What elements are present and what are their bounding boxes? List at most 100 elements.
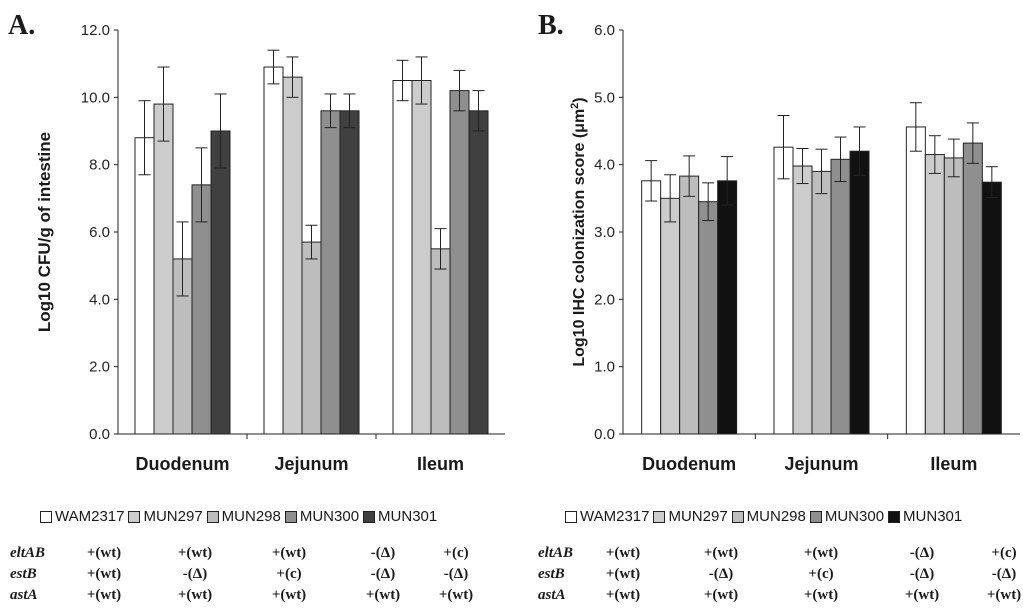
legend-item: MUN297 — [128, 508, 203, 525]
gene-row: astA +(wt) +(wt) +(wt) +(wt) +(wt) — [538, 587, 1023, 608]
bar-b-MUN300 — [962, 142, 983, 435]
y-tick-label-b: 1.0 — [594, 359, 615, 376]
gene-cell: +(wt) — [438, 587, 474, 603]
bar-a-MUN301 — [468, 110, 489, 435]
bar-b-WAM2317 — [905, 126, 926, 435]
legend-swatch — [653, 510, 666, 523]
bar-a-MUN297 — [282, 76, 303, 435]
gene-cell: +(wt) — [86, 587, 122, 603]
gene-cell: +(wt) — [986, 587, 1022, 603]
y-tick-label-b: 6.0 — [594, 22, 615, 39]
legend-swatch — [888, 510, 901, 523]
bar-b-MUN298 — [811, 170, 832, 435]
category-label-b: Jejunum — [784, 454, 858, 474]
bar-a-MUN297 — [153, 103, 174, 435]
legend-label: MUN301 — [903, 508, 963, 525]
legend-item: MUN298 — [206, 508, 281, 525]
gene-row: estB +(wt) -(Δ) +(c) -(Δ) -(Δ) — [10, 566, 510, 587]
bar-b-MUN297 — [660, 197, 681, 435]
bar-b-MUN301 — [849, 150, 870, 435]
bar-a-WAM2317 — [134, 137, 155, 435]
gene-cell: +(wt) — [271, 545, 307, 561]
panel-b-label: B. — [538, 10, 564, 41]
y-tick-label-a: 2.0 — [89, 359, 110, 376]
gene-row: eltAB +(wt) +(wt) +(wt) -(Δ) +(c) — [10, 545, 510, 566]
bar-b-MUN300 — [830, 158, 851, 435]
bar-a-MUN297 — [411, 80, 432, 435]
y-tick-label-a: 10.0 — [81, 89, 110, 106]
legend-swatch — [206, 510, 219, 523]
gene-cell: +(wt) — [605, 566, 641, 582]
legend-label: MUN298 — [746, 508, 806, 525]
bar-a-MUN300 — [320, 110, 341, 435]
bar-b-WAM2317 — [773, 146, 794, 435]
gene-name: astA — [538, 587, 566, 603]
bar-a-WAM2317 — [263, 66, 284, 435]
legend-item: MUN301 — [363, 508, 437, 525]
y-tick-label-b: 0.0 — [594, 426, 615, 443]
gene-table-panel-b: eltAB +(wt) +(wt) +(wt) -(Δ) +(c) estB +(wt) -(Δ… — [538, 545, 1023, 608]
legend-label: WAM2317 — [55, 508, 125, 525]
bar-b-MUN297 — [792, 165, 813, 435]
gene-cell: +(wt) — [605, 545, 641, 561]
gene-table-panel-a: eltAB +(wt) +(wt) +(wt) -(Δ) +(c) estB +(wt) -(Δ… — [10, 545, 510, 608]
bar-b-MUN297 — [924, 154, 945, 435]
gene-cell: +(wt) — [605, 587, 641, 603]
legend-label: MUN297 — [143, 508, 203, 525]
gene-name: astA — [10, 587, 38, 603]
gene-cell: -(Δ) — [370, 566, 396, 582]
gene-row: estB +(wt) -(Δ) +(c) -(Δ) -(Δ) — [538, 566, 1023, 587]
bar-a-MUN298 — [430, 248, 451, 435]
category-label-b: Duodenum — [642, 454, 736, 474]
gene-cell: +(wt) — [703, 545, 739, 561]
legend-item: MUN300 — [284, 508, 359, 525]
gene-cell: +(wt) — [904, 587, 940, 603]
bar-a-WAM2317 — [392, 80, 413, 435]
legend-panel-b: WAM2317 MUN297 MUN298 MUN300 MUN301 — [565, 508, 962, 525]
gene-cell: +(wt) — [86, 566, 122, 582]
legend-label: MUN300 — [824, 508, 885, 525]
y-tick-label-a: 8.0 — [89, 157, 110, 174]
legend-item: WAM2317 — [40, 508, 124, 525]
legend-label: MUN298 — [221, 508, 281, 525]
category-label-b: Ileum — [930, 454, 977, 474]
gene-cell: -(Δ) — [708, 566, 734, 582]
gene-cell: +(wt) — [177, 545, 213, 561]
legend-swatch — [731, 510, 744, 523]
bar-a-MUN300 — [449, 90, 470, 435]
gene-name: eltAB — [538, 545, 574, 561]
bar-a-MUN301 — [210, 130, 231, 435]
legend-item: MUN298 — [731, 508, 806, 525]
gene-row: astA +(wt) +(wt) +(wt) +(wt) +(wt) — [10, 587, 510, 608]
bar-a-MUN298 — [301, 241, 322, 435]
category-label-a: Jejunum — [274, 454, 348, 474]
gene-cell: +(wt) — [803, 587, 839, 603]
legend-panel-a: WAM2317 MUN297 MUN298 MUN300 MUN301 — [40, 508, 437, 525]
y-tick-label-b: 3.0 — [594, 224, 615, 241]
gene-cell: -(Δ) — [182, 566, 208, 582]
legend-item: MUN301 — [888, 508, 962, 525]
y-axis-label-a: Log10 CFU/g of intestine — [35, 132, 54, 332]
y-axis-label-b: Log10 IHC colonization score (μm2) — [569, 97, 588, 366]
gene-cell: -(Δ) — [909, 545, 935, 561]
gene-cell: +(c) — [276, 566, 302, 582]
legend-label: WAM2317 — [580, 508, 650, 525]
legend-item: MUN300 — [809, 508, 885, 525]
legend-swatch — [565, 510, 577, 523]
gene-cell: +(wt) — [271, 587, 307, 603]
gene-cell: +(c) — [443, 545, 469, 561]
gene-cell: +(wt) — [86, 545, 122, 561]
bar-b-MUN301 — [981, 181, 1002, 435]
legend-item: WAM2317 — [565, 508, 649, 525]
panel-a-label: A. — [8, 10, 36, 41]
bar-b-MUN300 — [698, 201, 719, 435]
legend-swatch — [284, 510, 297, 523]
y-tick-label-a: 0.0 — [89, 426, 110, 443]
gene-cell: +(wt) — [803, 545, 839, 561]
y-tick-label-b: 2.0 — [594, 291, 615, 308]
gene-cell: +(c) — [991, 545, 1017, 561]
gene-name: estB — [538, 566, 565, 582]
gene-row: eltAB +(wt) +(wt) +(wt) -(Δ) +(c) — [538, 545, 1023, 566]
category-label-a: Ileum — [417, 454, 464, 474]
